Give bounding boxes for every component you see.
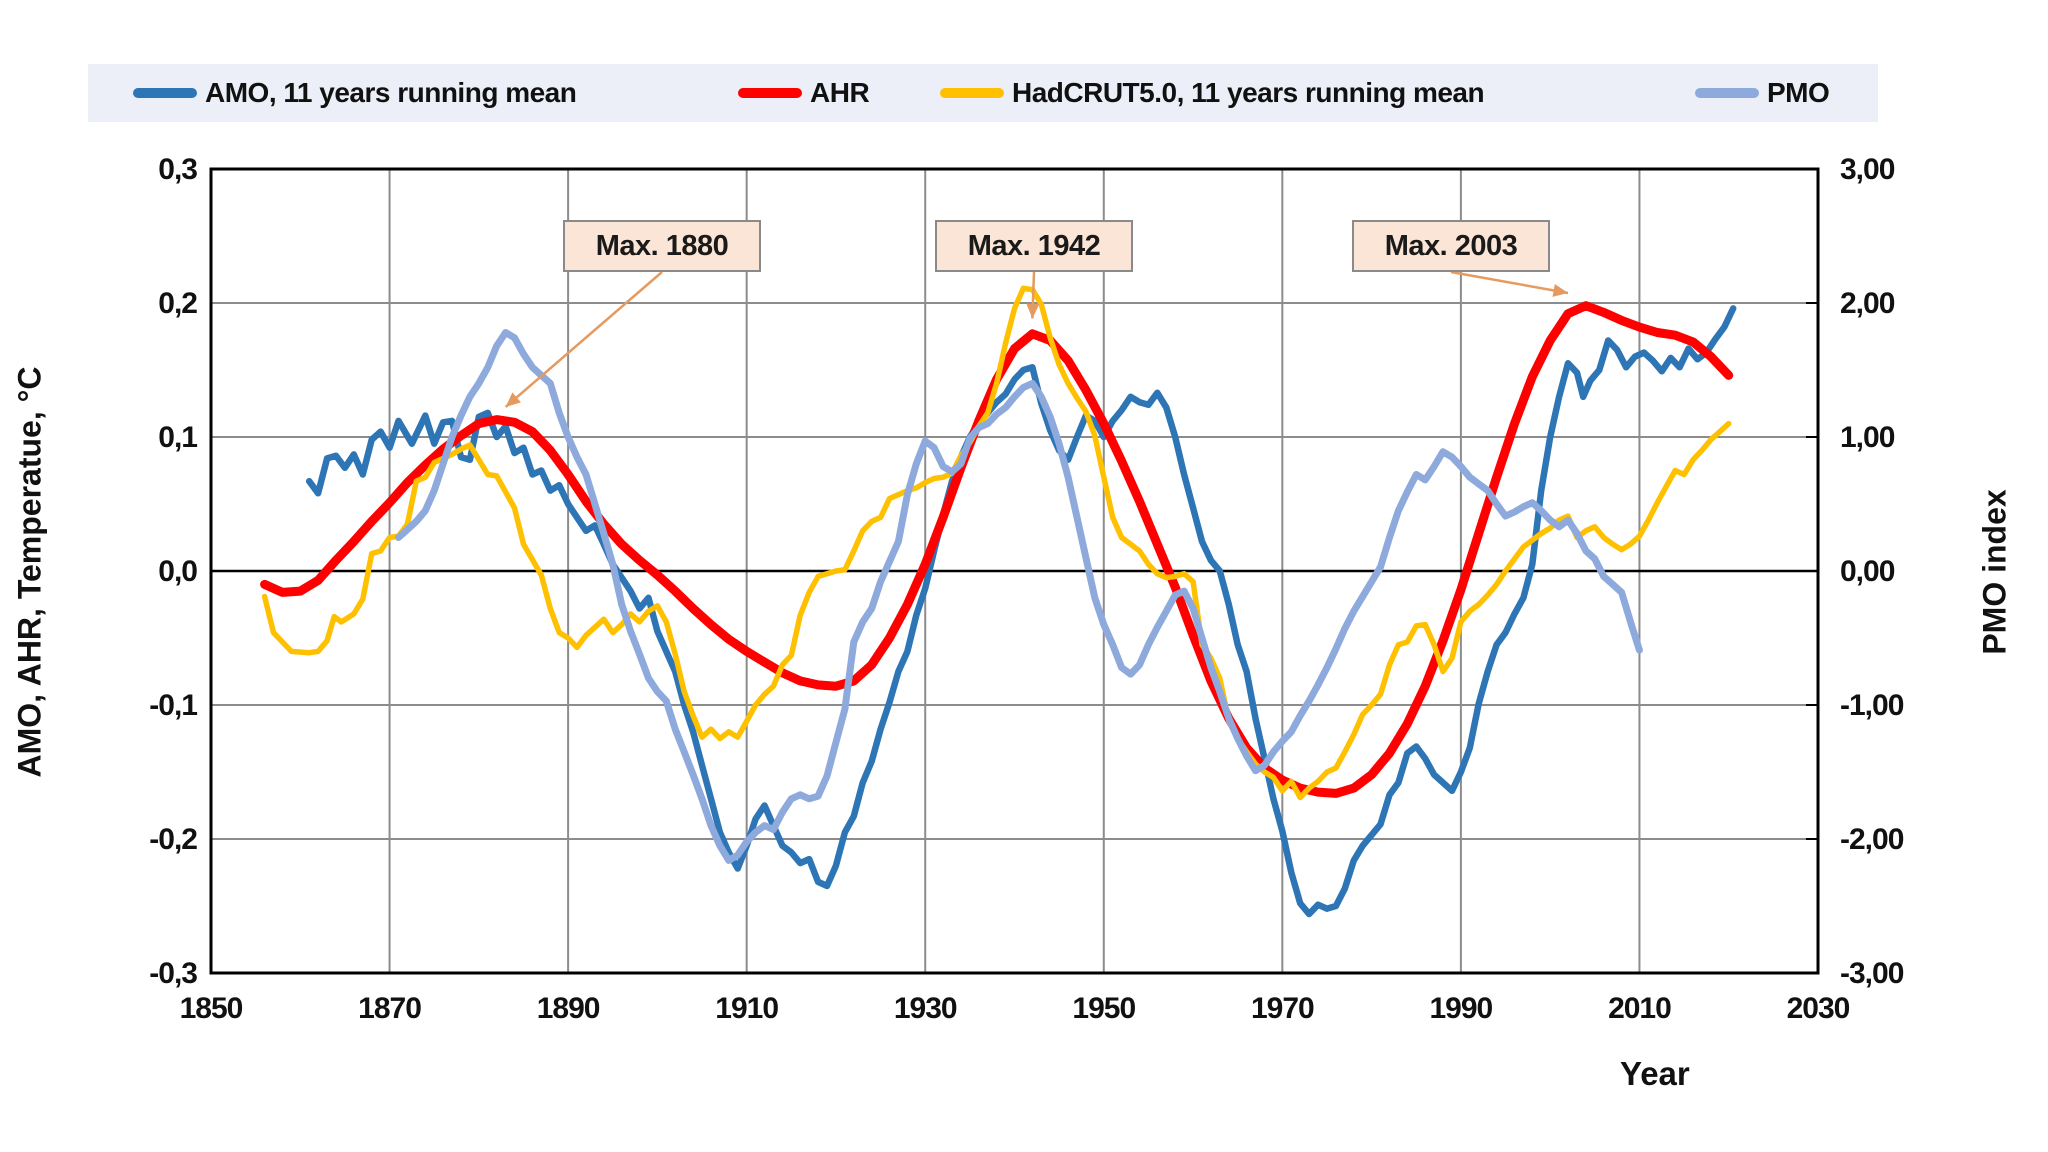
left-tick-0,0: 0,0 (158, 555, 197, 588)
annotation-max-1942: Max. 1942 (935, 220, 1133, 272)
left-tick--0,3: -0,3 (149, 957, 197, 990)
left-tick-0,3: 0,3 (158, 153, 197, 186)
x-tick-1890: 1890 (537, 992, 600, 1025)
legend-label-pmo: PMO (1767, 77, 1830, 108)
right-tick--2,00: -2,00 (1840, 823, 1904, 856)
right-tick-0,00: 0,00 (1840, 555, 1895, 588)
right-tick-3,00: 3,00 (1840, 153, 1895, 186)
series-line-3 (395, 329, 1643, 864)
x-tick-1850: 1850 (180, 992, 243, 1025)
legend-item-ahr: AHR (738, 64, 870, 122)
left-tick--0,1: -0,1 (149, 689, 197, 722)
right-tick-1,00: 1,00 (1840, 421, 1895, 454)
left-tick--0,2: -0,2 (149, 823, 197, 856)
legend-label-ahr: AHR (810, 77, 870, 108)
legend-item-amo: AMO, 11 years running mean (133, 64, 577, 122)
pmo-line-swatch-icon (1695, 88, 1759, 98)
series-line-0 (305, 305, 1737, 918)
left-axis-title: AMO, AHR, Temperatue, °C (11, 366, 48, 778)
annotation-max-2003: Max. 2003 (1352, 220, 1550, 272)
x-tick-2010: 2010 (1608, 992, 1671, 1025)
x-tick-1870: 1870 (358, 992, 421, 1025)
chart-legend: AMO, 11 years running mean AHR HadCRUT5.… (88, 64, 1878, 122)
x-tick-2030: 2030 (1787, 992, 1850, 1025)
right-tick--1,00: -1,00 (1840, 689, 1904, 722)
series-line-2 (261, 285, 1732, 801)
x-tick-1910: 1910 (715, 992, 778, 1025)
right-tick-2,00: 2,00 (1840, 287, 1895, 320)
x-axis-title: Year (1620, 1055, 1690, 1092)
legend-item-pmo: PMO (1695, 64, 1830, 122)
annotation-max-1880: Max. 1880 (563, 220, 761, 272)
ahr-line-swatch-icon (738, 88, 802, 98)
legend-label-hadcrut: HadCRUT5.0, 11 years running mean (1012, 77, 1485, 108)
right-tick--3,00: -3,00 (1840, 957, 1904, 990)
x-tick-1990: 1990 (1430, 992, 1493, 1025)
hadcrut-line-swatch-icon (940, 88, 1004, 98)
x-tick-1950: 1950 (1072, 992, 1135, 1025)
legend-label-amo: AMO, 11 years running mean (205, 77, 577, 108)
x-tick-1930: 1930 (894, 992, 957, 1025)
legend-item-hadcrut: HadCRUT5.0, 11 years running mean (940, 64, 1485, 122)
right-axis-title: PMO index (1976, 489, 2013, 655)
left-tick-0,1: 0,1 (158, 421, 197, 454)
amo-line-swatch-icon (133, 88, 197, 98)
left-tick-0,2: 0,2 (158, 287, 197, 320)
x-tick-1970: 1970 (1251, 992, 1314, 1025)
